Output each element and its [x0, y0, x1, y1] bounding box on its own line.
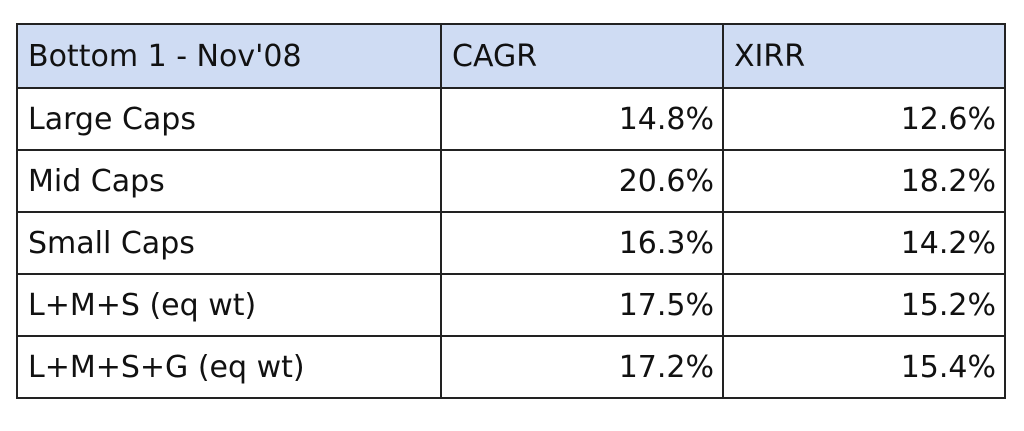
- xirr-value: 14.2%: [722, 211, 1006, 275]
- table-header-row: Bottom 1 - Nov'08 CAGR XIRR: [16, 23, 1006, 89]
- cagr-value: 17.2%: [440, 335, 724, 399]
- table-row: Mid Caps 20.6% 18.2%: [16, 149, 1006, 213]
- cagr-value: 20.6%: [440, 149, 724, 213]
- table-row: Small Caps 16.3% 14.2%: [16, 211, 1006, 275]
- row-label: Large Caps: [16, 87, 442, 151]
- xirr-value: 12.6%: [722, 87, 1006, 151]
- xirr-value: 15.4%: [722, 335, 1006, 399]
- cagr-value: 17.5%: [440, 273, 724, 337]
- xirr-value: 18.2%: [722, 149, 1006, 213]
- row-label: Small Caps: [16, 211, 442, 275]
- table-row: L+M+S+G (eq wt) 17.2% 15.4%: [16, 335, 1006, 399]
- cagr-value: 16.3%: [440, 211, 724, 275]
- cagr-value: 14.8%: [440, 87, 724, 151]
- row-label: L+M+S (eq wt): [16, 273, 442, 337]
- xirr-value: 15.2%: [722, 273, 1006, 337]
- table-row: L+M+S (eq wt) 17.5% 15.2%: [16, 273, 1006, 337]
- returns-table: Bottom 1 - Nov'08 CAGR XIRR Large Caps 1…: [16, 23, 1006, 399]
- header-cagr: CAGR: [440, 23, 724, 89]
- table-row: Large Caps 14.8% 12.6%: [16, 87, 1006, 151]
- row-label: L+M+S+G (eq wt): [16, 335, 442, 399]
- header-xirr: XIRR: [722, 23, 1006, 89]
- row-label: Mid Caps: [16, 149, 442, 213]
- header-period: Bottom 1 - Nov'08: [16, 23, 442, 89]
